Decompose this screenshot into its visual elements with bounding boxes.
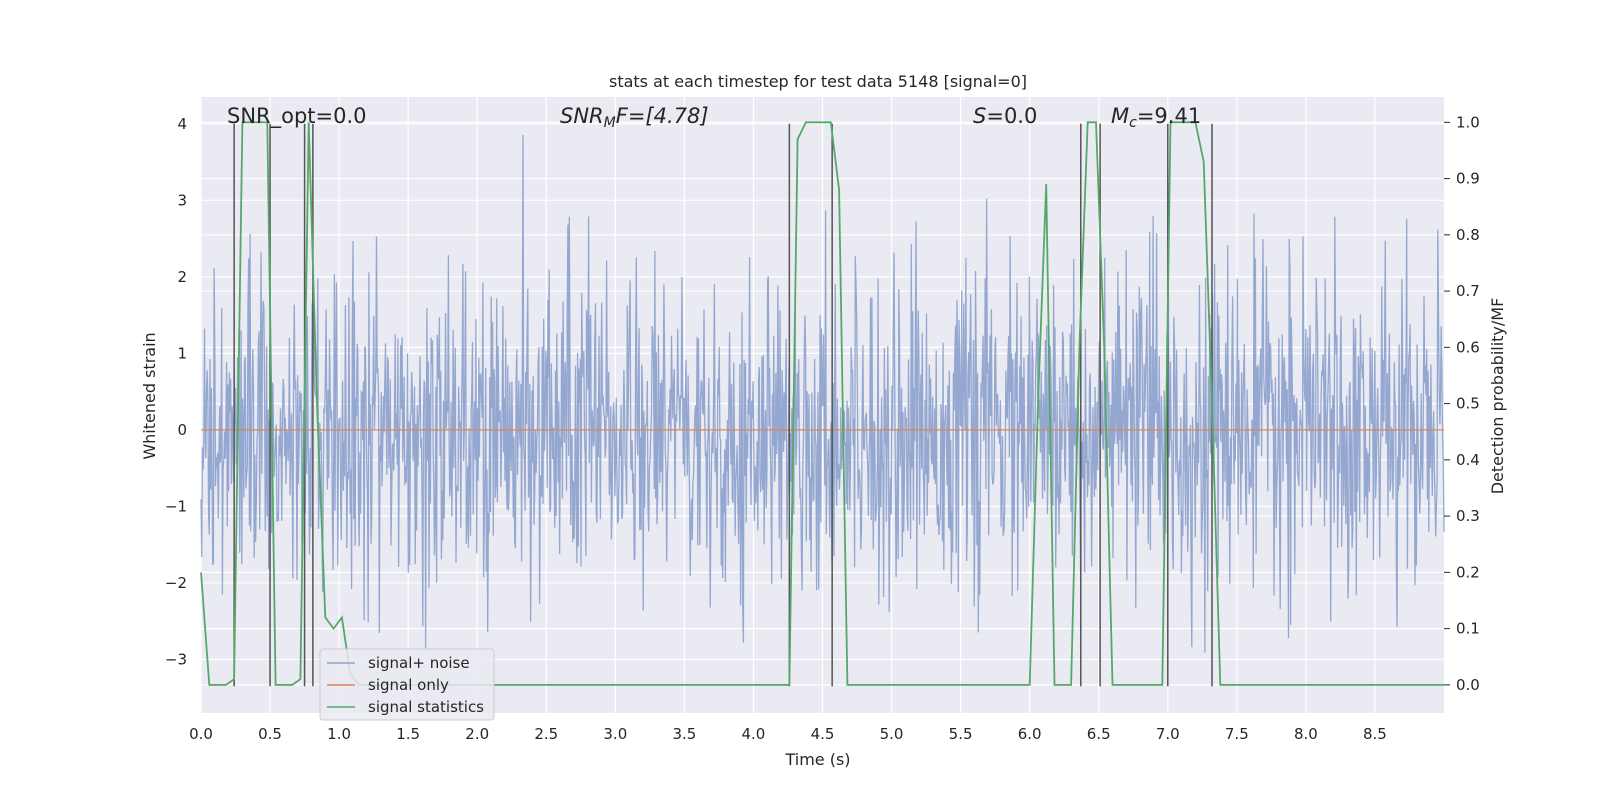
y2-axis-label: Detection probability/MF (1488, 298, 1507, 495)
annotation-snr-mf-main: SNR (560, 104, 604, 128)
x-tick-label: 4.0 (742, 725, 766, 743)
x-tick-label: 2.0 (465, 725, 489, 743)
x-tick-label: 3.5 (672, 725, 696, 743)
chart-title: stats at each timestep for test data 514… (609, 72, 1027, 91)
y2-tick-label: 0.9 (1456, 170, 1480, 188)
x-tick-label: 5.5 (949, 725, 973, 743)
y2-axis-ticks: 0.0 0.1 0.2 0.3 0.4 0.5 0.6 0.7 0.8 0.9 1.0 (1444, 113, 1480, 694)
annotation-snr-mf: SNRMF=[4.78] (560, 104, 709, 131)
x-tick-label: 3.0 (603, 725, 627, 743)
x-tick-label: 8.0 (1294, 725, 1318, 743)
x-tick-label: 6.0 (1018, 725, 1042, 743)
y2-tick-label: 0.5 (1456, 395, 1480, 413)
y2-tick-label: 0.3 (1456, 507, 1480, 525)
y-axis-label: Whitened strain (140, 332, 159, 459)
y-tick-label: 2 (177, 268, 187, 286)
legend: signal+ noise signal only signal statist… (319, 648, 495, 721)
x-axis-label: Time (s) (784, 750, 850, 769)
annotation-mc-value: =9.41 (1137, 104, 1201, 128)
y2-tick-label: 0.8 (1456, 226, 1480, 244)
x-tick-label: 4.5 (811, 725, 835, 743)
x-tick-label: 2.5 (534, 725, 558, 743)
y-tick-label: 1 (177, 344, 187, 362)
x-axis-ticks: 0.0 0.5 1.0 1.5 2.0 2.5 3.0 3.5 4.0 4.5 5.0 5.5 6.0 6… (189, 725, 1387, 743)
y-tick-label: −1 (165, 497, 187, 515)
y-tick-label: −3 (165, 650, 187, 668)
y2-tick-label: 0.4 (1456, 451, 1480, 469)
legend-label-signal-noise: signal+ noise (368, 654, 470, 672)
signal-plus-noise-line (200, 134, 1445, 653)
signal-statistics-series (200, 121, 1444, 686)
y2-tick-label: 0.0 (1456, 676, 1480, 694)
x-tick-label: 0.0 (189, 725, 213, 743)
y-tick-label: 0 (177, 421, 187, 439)
annotation-mc-subscript: c (1129, 115, 1137, 131)
annotation-snr-mf-f: F=[4.78] (616, 104, 709, 128)
annotation-s: S=0.0 (973, 104, 1037, 128)
y2-tick-label: 1.0 (1456, 113, 1480, 131)
x-tick-label: 1.0 (327, 725, 351, 743)
x-tick-label: 0.5 (258, 725, 282, 743)
x-tick-label: 7.5 (1225, 725, 1249, 743)
y2-tick-label: 0.6 (1456, 338, 1480, 356)
y2-tick-label: 0.2 (1456, 563, 1480, 581)
annotation-mc-symbol: M (1111, 104, 1129, 128)
annotation-s-value: =0.0 (986, 104, 1037, 128)
annotation-mc: Mc=9.41 (1111, 104, 1201, 131)
y-axis-ticks: −3 −2 −1 0 1 2 3 4 (165, 115, 187, 669)
x-tick-label: 7.0 (1156, 725, 1180, 743)
annotation-snr-opt: SNR_opt=0.0 (227, 104, 367, 129)
annotation-s-symbol: S (973, 104, 986, 128)
annotation-snr-mf-subscript: M (604, 115, 616, 131)
y-tick-label: 3 (177, 191, 187, 209)
x-tick-label: 6.5 (1087, 725, 1111, 743)
x-tick-label: 1.5 (396, 725, 420, 743)
y2-tick-label: 0.1 (1456, 620, 1480, 638)
legend-box (319, 648, 495, 721)
signal-plus-noise-series (200, 134, 1445, 653)
y-tick-label: 4 (177, 115, 187, 133)
legend-label-signal-statistics: signal statistics (368, 698, 484, 716)
y-tick-label: −2 (165, 574, 187, 592)
x-tick-label: 5.0 (880, 725, 904, 743)
signal-statistics-line (200, 121, 1444, 686)
legend-label-signal-only: signal only (368, 676, 449, 694)
y2-tick-label: 0.7 (1456, 282, 1480, 300)
x-tick-label: 8.5 (1363, 725, 1387, 743)
